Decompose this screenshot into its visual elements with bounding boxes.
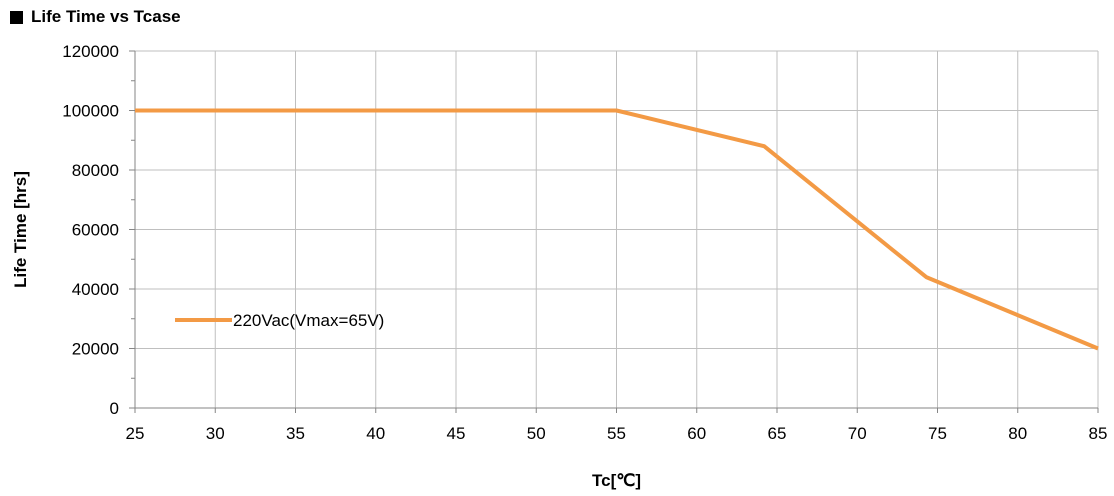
x-tick-label: 65 — [768, 424, 787, 443]
data-point — [135, 110, 136, 111]
axes — [129, 50, 1099, 413]
x-tick-label: 85 — [1089, 424, 1108, 443]
data-point — [764, 146, 765, 147]
title-bullet-icon — [10, 10, 23, 24]
tick-labels: 0 20000 40000 60000 80000 100000 120000 25 30 35 4… — [62, 42, 1107, 443]
x-tick-label: 75 — [928, 424, 947, 443]
legend-label: 220Vac(Vmax=65V) — [233, 311, 384, 330]
x-tick-label: 35 — [286, 424, 305, 443]
data-point — [616, 110, 617, 111]
x-tick-label: 80 — [1008, 424, 1027, 443]
series-line — [135, 108, 1099, 351]
x-axis-title: Tc[℃] — [592, 471, 641, 490]
legend: 220Vac(Vmax=65V) — [175, 311, 384, 330]
y-tick-label: 40000 — [72, 280, 119, 299]
chart-title: Life Time vs Tcase — [31, 7, 181, 26]
x-tick-label: 55 — [607, 424, 626, 443]
y-tick-label: 120000 — [62, 42, 119, 61]
x-tick-label: 60 — [687, 424, 706, 443]
chart-title-block: Life Time vs Tcase — [10, 4, 181, 30]
series-lines — [135, 108, 1099, 351]
x-tick-label: 30 — [206, 424, 225, 443]
x-tick-label: 50 — [527, 424, 546, 443]
y-tick-label: 80000 — [72, 161, 119, 180]
data-point — [926, 277, 927, 278]
y-axis-title: Life Time [hrs] — [11, 171, 30, 288]
y-tick-label: 0 — [110, 399, 119, 418]
y-tick-label: 100000 — [62, 102, 119, 121]
x-tick-label: 40 — [366, 424, 385, 443]
y-tick-label: 20000 — [72, 340, 119, 359]
grid-lines — [135, 50, 1099, 408]
x-tick-label: 25 — [126, 424, 145, 443]
x-tick-label: 45 — [447, 424, 466, 443]
x-tick-label: 70 — [848, 424, 867, 443]
data-point — [1098, 348, 1099, 349]
y-tick-label: 60000 — [72, 221, 119, 240]
